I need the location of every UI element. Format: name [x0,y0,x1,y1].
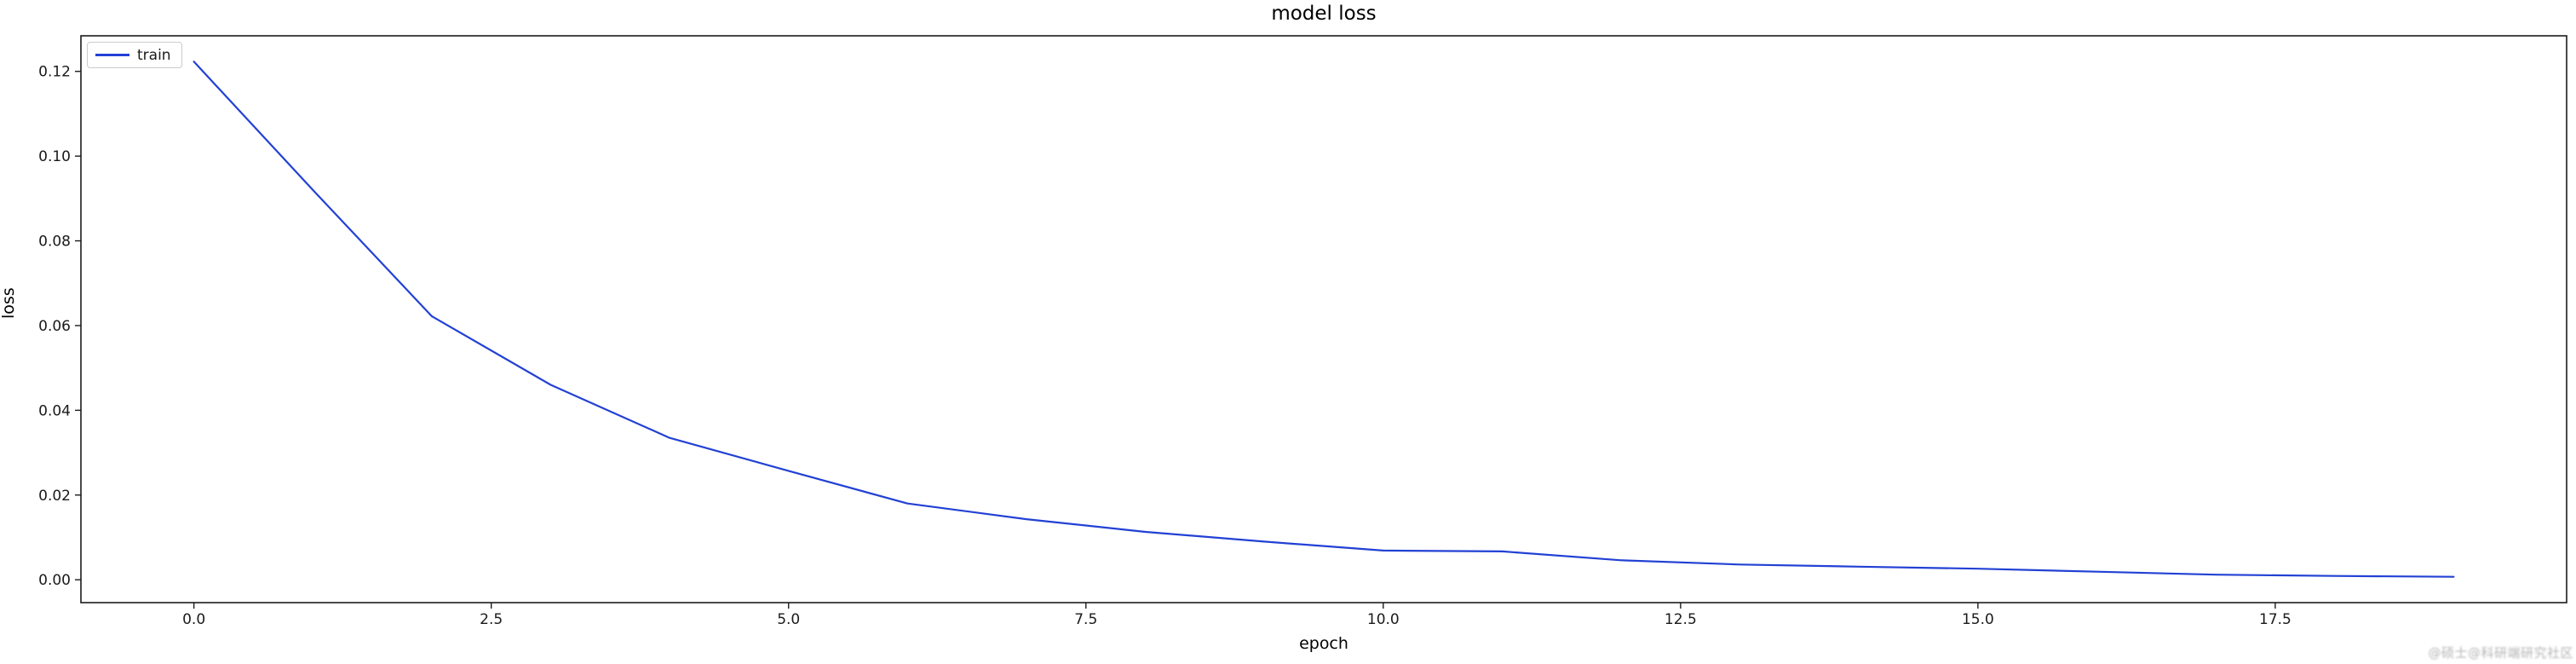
x-tick-label: 15.0 [1962,611,1994,628]
x-tick-label: 12.5 [1665,611,1697,628]
y-tick-label: 0.00 [38,572,71,589]
x-tick-label: 0.0 [182,611,205,628]
axis-ticks: 0.0 2.5 5.0 7.5 10.0 12.5 15.0 17.5 0.00 0.02 0.04… [38,64,2291,628]
x-axis-label: epoch [1299,634,1348,653]
watermark: @硕士@科研端研究社区 [2428,645,2573,661]
y-tick-label: 0.04 [38,402,71,419]
y-tick-label: 0.08 [38,234,71,251]
x-tick-label: 7.5 [1074,611,1097,628]
legend: train [87,42,182,68]
x-tick-label: 10.0 [1367,611,1400,628]
loss-line-train [193,61,2455,578]
legend-label-train: train [137,46,171,64]
chart-title: model loss [1271,3,1377,25]
x-tick-label: 17.5 [2259,611,2291,628]
y-tick-label: 0.06 [38,318,71,335]
y-tick-label: 0.12 [38,64,71,81]
plot-spines [80,35,2567,603]
y-tick-label: 0.10 [38,148,71,165]
y-axis-label-text: loss [0,287,18,319]
x-tick-label: 5.0 [777,611,800,628]
legend-line-sample-icon [95,54,129,56]
x-tick-label: 2.5 [480,611,503,628]
y-tick-label: 0.02 [38,488,71,505]
